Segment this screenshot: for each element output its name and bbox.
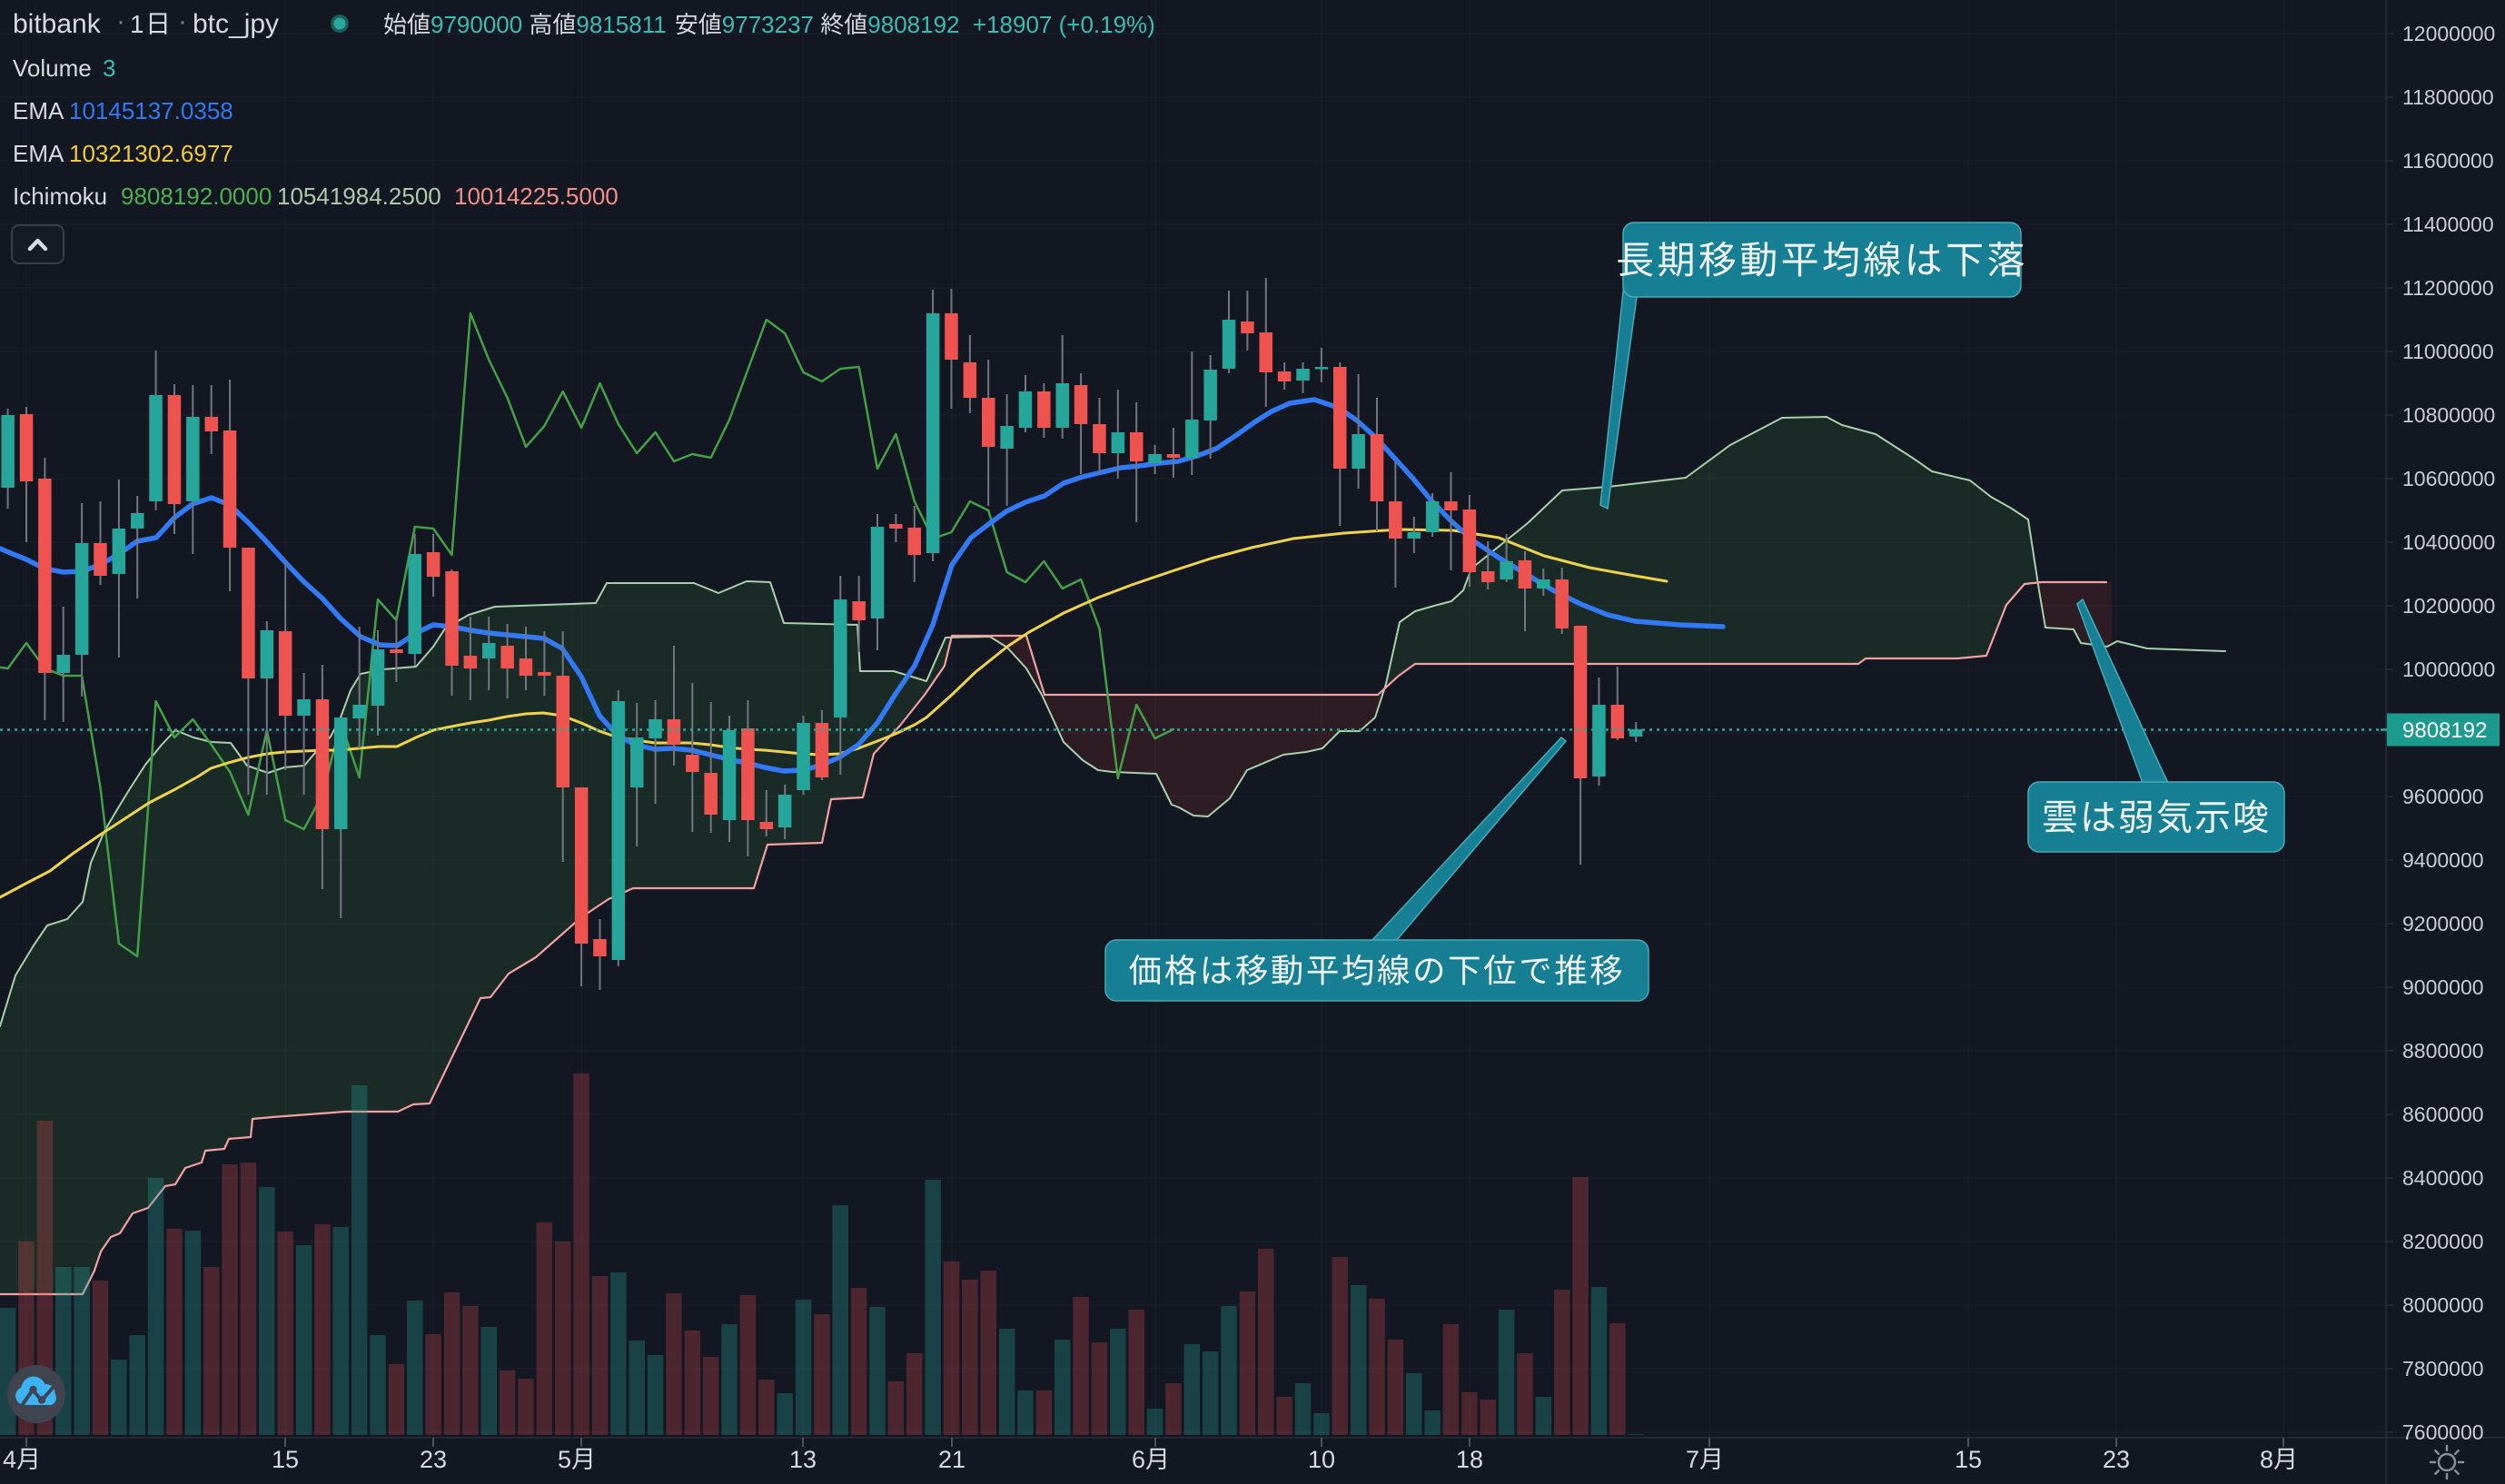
svg-text:3: 3 [103,54,115,82]
svg-text:15: 15 [272,1446,299,1473]
svg-text:11400000: 11400000 [2402,213,2494,236]
svg-text:10145137.0358: 10145137.0358 [69,97,233,124]
svg-text:9790000: 9790000 [431,11,522,38]
svg-text:8600000: 8600000 [2402,1103,2484,1126]
svg-text:4: 4 [3,1446,16,1473]
svg-text:8000000: 8000000 [2402,1293,2484,1317]
svg-text:9815811: 9815811 [576,11,666,38]
svg-text:15: 15 [1955,1446,1982,1473]
svg-text:6: 6 [1132,1446,1145,1473]
svg-text:9000000: 9000000 [2402,975,2484,999]
svg-text:11200000: 11200000 [2402,276,2494,300]
svg-text:7800000: 7800000 [2402,1357,2484,1380]
svg-text:10600000: 10600000 [2402,467,2495,490]
svg-text:5: 5 [558,1446,571,1473]
svg-text:Volume: Volume [13,54,92,82]
svg-text:23: 23 [420,1446,447,1473]
svg-text:+18907 (+0.19%): +18907 (+0.19%) [973,11,1155,38]
svg-text:9200000: 9200000 [2402,912,2484,935]
svg-text:9808192.0000: 9808192.0000 [121,183,272,210]
svg-text:11000000: 11000000 [2402,340,2494,363]
svg-text:bitbank: bitbank [13,9,102,39]
svg-text:10400000: 10400000 [2402,530,2495,554]
svg-text:8200000: 8200000 [2402,1230,2484,1253]
svg-text:10: 10 [1308,1446,1335,1473]
svg-text:11600000: 11600000 [2402,149,2494,173]
svg-text:8: 8 [2260,1446,2273,1473]
svg-text:·: · [178,6,187,36]
svg-text:9400000: 9400000 [2402,848,2484,872]
svg-text:11800000: 11800000 [2402,85,2494,109]
svg-text:EMA: EMA [13,97,64,124]
svg-text:10321302.6977: 10321302.6977 [69,140,233,167]
svg-text:·: · [116,6,125,36]
svg-text:10800000: 10800000 [2402,403,2495,427]
svg-text:9808192: 9808192 [2402,718,2487,743]
svg-text:1: 1 [130,10,144,38]
svg-text:21: 21 [938,1446,965,1473]
svg-text:10200000: 10200000 [2402,594,2495,618]
svg-text:Ichimoku: Ichimoku [13,183,107,210]
svg-text:8800000: 8800000 [2402,1039,2484,1063]
svg-text:9600000: 9600000 [2402,785,2484,808]
svg-text:7600000: 7600000 [2402,1420,2484,1444]
svg-text:EMA: EMA [13,140,64,167]
svg-text:23: 23 [2103,1446,2130,1473]
svg-text:10014225.5000: 10014225.5000 [454,183,619,210]
svg-text:8400000: 8400000 [2402,1166,2484,1190]
svg-text:7: 7 [1686,1446,1699,1473]
svg-text:10541984.2500: 10541984.2500 [277,183,441,210]
svg-text:btc_jpy: btc_jpy [193,9,279,39]
svg-text:10000000: 10000000 [2402,658,2495,681]
svg-text:13: 13 [789,1446,817,1473]
svg-text:9808192: 9808192 [867,11,959,38]
svg-text:18: 18 [1456,1446,1483,1473]
svg-text:9773237: 9773237 [722,11,814,38]
svg-text:12000000: 12000000 [2402,22,2495,45]
